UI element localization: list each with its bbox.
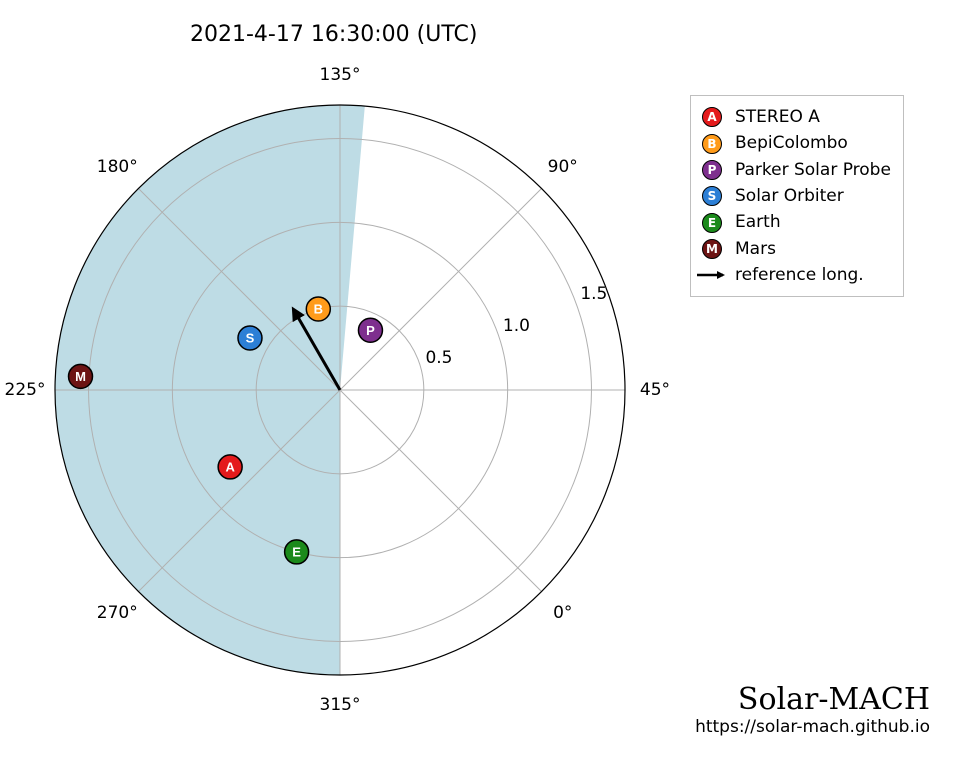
angle-tick-label: 225° bbox=[5, 380, 46, 400]
marker-S: S bbox=[238, 326, 262, 350]
marker-A: A bbox=[218, 455, 242, 479]
legend-item-M-label: Mars bbox=[735, 236, 776, 262]
marker-B: B bbox=[306, 297, 330, 321]
branding-name: Solar-MACH bbox=[695, 682, 930, 717]
legend-item-M: M Mars bbox=[701, 236, 891, 262]
legend-item-arrow: reference long. bbox=[701, 262, 891, 288]
legend-item-S-label: Solar Orbiter bbox=[735, 183, 844, 209]
legend-item-P-swatch: P bbox=[701, 159, 723, 181]
figure-canvas: 2021-4-17 16:30:00 (UTC) ABPSEM ASTEREO … bbox=[0, 0, 960, 772]
angle-tick-label: 135° bbox=[320, 65, 361, 85]
radius-tick-label: 1.0 bbox=[503, 316, 530, 336]
radius-tick-label: 1.5 bbox=[580, 284, 607, 304]
angle-tick-label: 180° bbox=[97, 157, 138, 177]
svg-text:S: S bbox=[246, 331, 255, 346]
svg-text:E: E bbox=[292, 544, 301, 559]
plot-title: 2021-4-17 16:30:00 (UTC) bbox=[190, 22, 477, 47]
legend-item-E-label: Earth bbox=[735, 209, 781, 235]
legend-item-A-label: STEREO A bbox=[735, 104, 820, 130]
legend-item-A-swatch: A bbox=[701, 106, 723, 128]
marker-E: E bbox=[285, 540, 309, 564]
legend-item-S: S Solar Orbiter bbox=[701, 183, 891, 209]
legend-item-E: E Earth bbox=[701, 209, 891, 235]
legend-item-arrow-label: reference long. bbox=[735, 262, 864, 288]
legend-item-B-label: BepiColombo bbox=[735, 130, 848, 156]
legend-item-B: B BepiColombo bbox=[701, 130, 891, 156]
branding-block: Solar-MACH https://solar-mach.github.io bbox=[695, 682, 930, 737]
svg-text:B: B bbox=[314, 302, 323, 317]
legend-item-P: P Parker Solar Probe bbox=[701, 157, 891, 183]
radius-tick-label: 0.5 bbox=[425, 348, 452, 368]
legend-item-A: A STEREO A bbox=[701, 104, 891, 130]
marker-M: M bbox=[69, 364, 93, 388]
legend-item-M-swatch: M bbox=[701, 238, 723, 260]
legend-item-S-swatch: S bbox=[701, 185, 723, 207]
angle-tick-label: 270° bbox=[97, 603, 138, 623]
branding-url: https://solar-mach.github.io bbox=[695, 717, 930, 737]
angle-tick-label: 315° bbox=[320, 695, 361, 715]
angle-tick-label: 45° bbox=[640, 380, 670, 400]
svg-text:P: P bbox=[366, 323, 375, 338]
legend-item-P-label: Parker Solar Probe bbox=[735, 157, 891, 183]
angle-tick-label: 90° bbox=[548, 157, 578, 177]
legend-item-B-swatch: B bbox=[701, 133, 723, 155]
svg-text:A: A bbox=[225, 459, 235, 474]
legend-item-arrow-swatch bbox=[701, 264, 723, 286]
legend: A STEREO A B BepiColombo P Parker Solar Probe… bbox=[690, 95, 904, 297]
svg-text:M: M bbox=[75, 369, 86, 384]
legend-item-E-swatch: E bbox=[701, 212, 723, 234]
angle-tick-label: 0° bbox=[553, 603, 572, 623]
marker-P: P bbox=[358, 318, 382, 342]
